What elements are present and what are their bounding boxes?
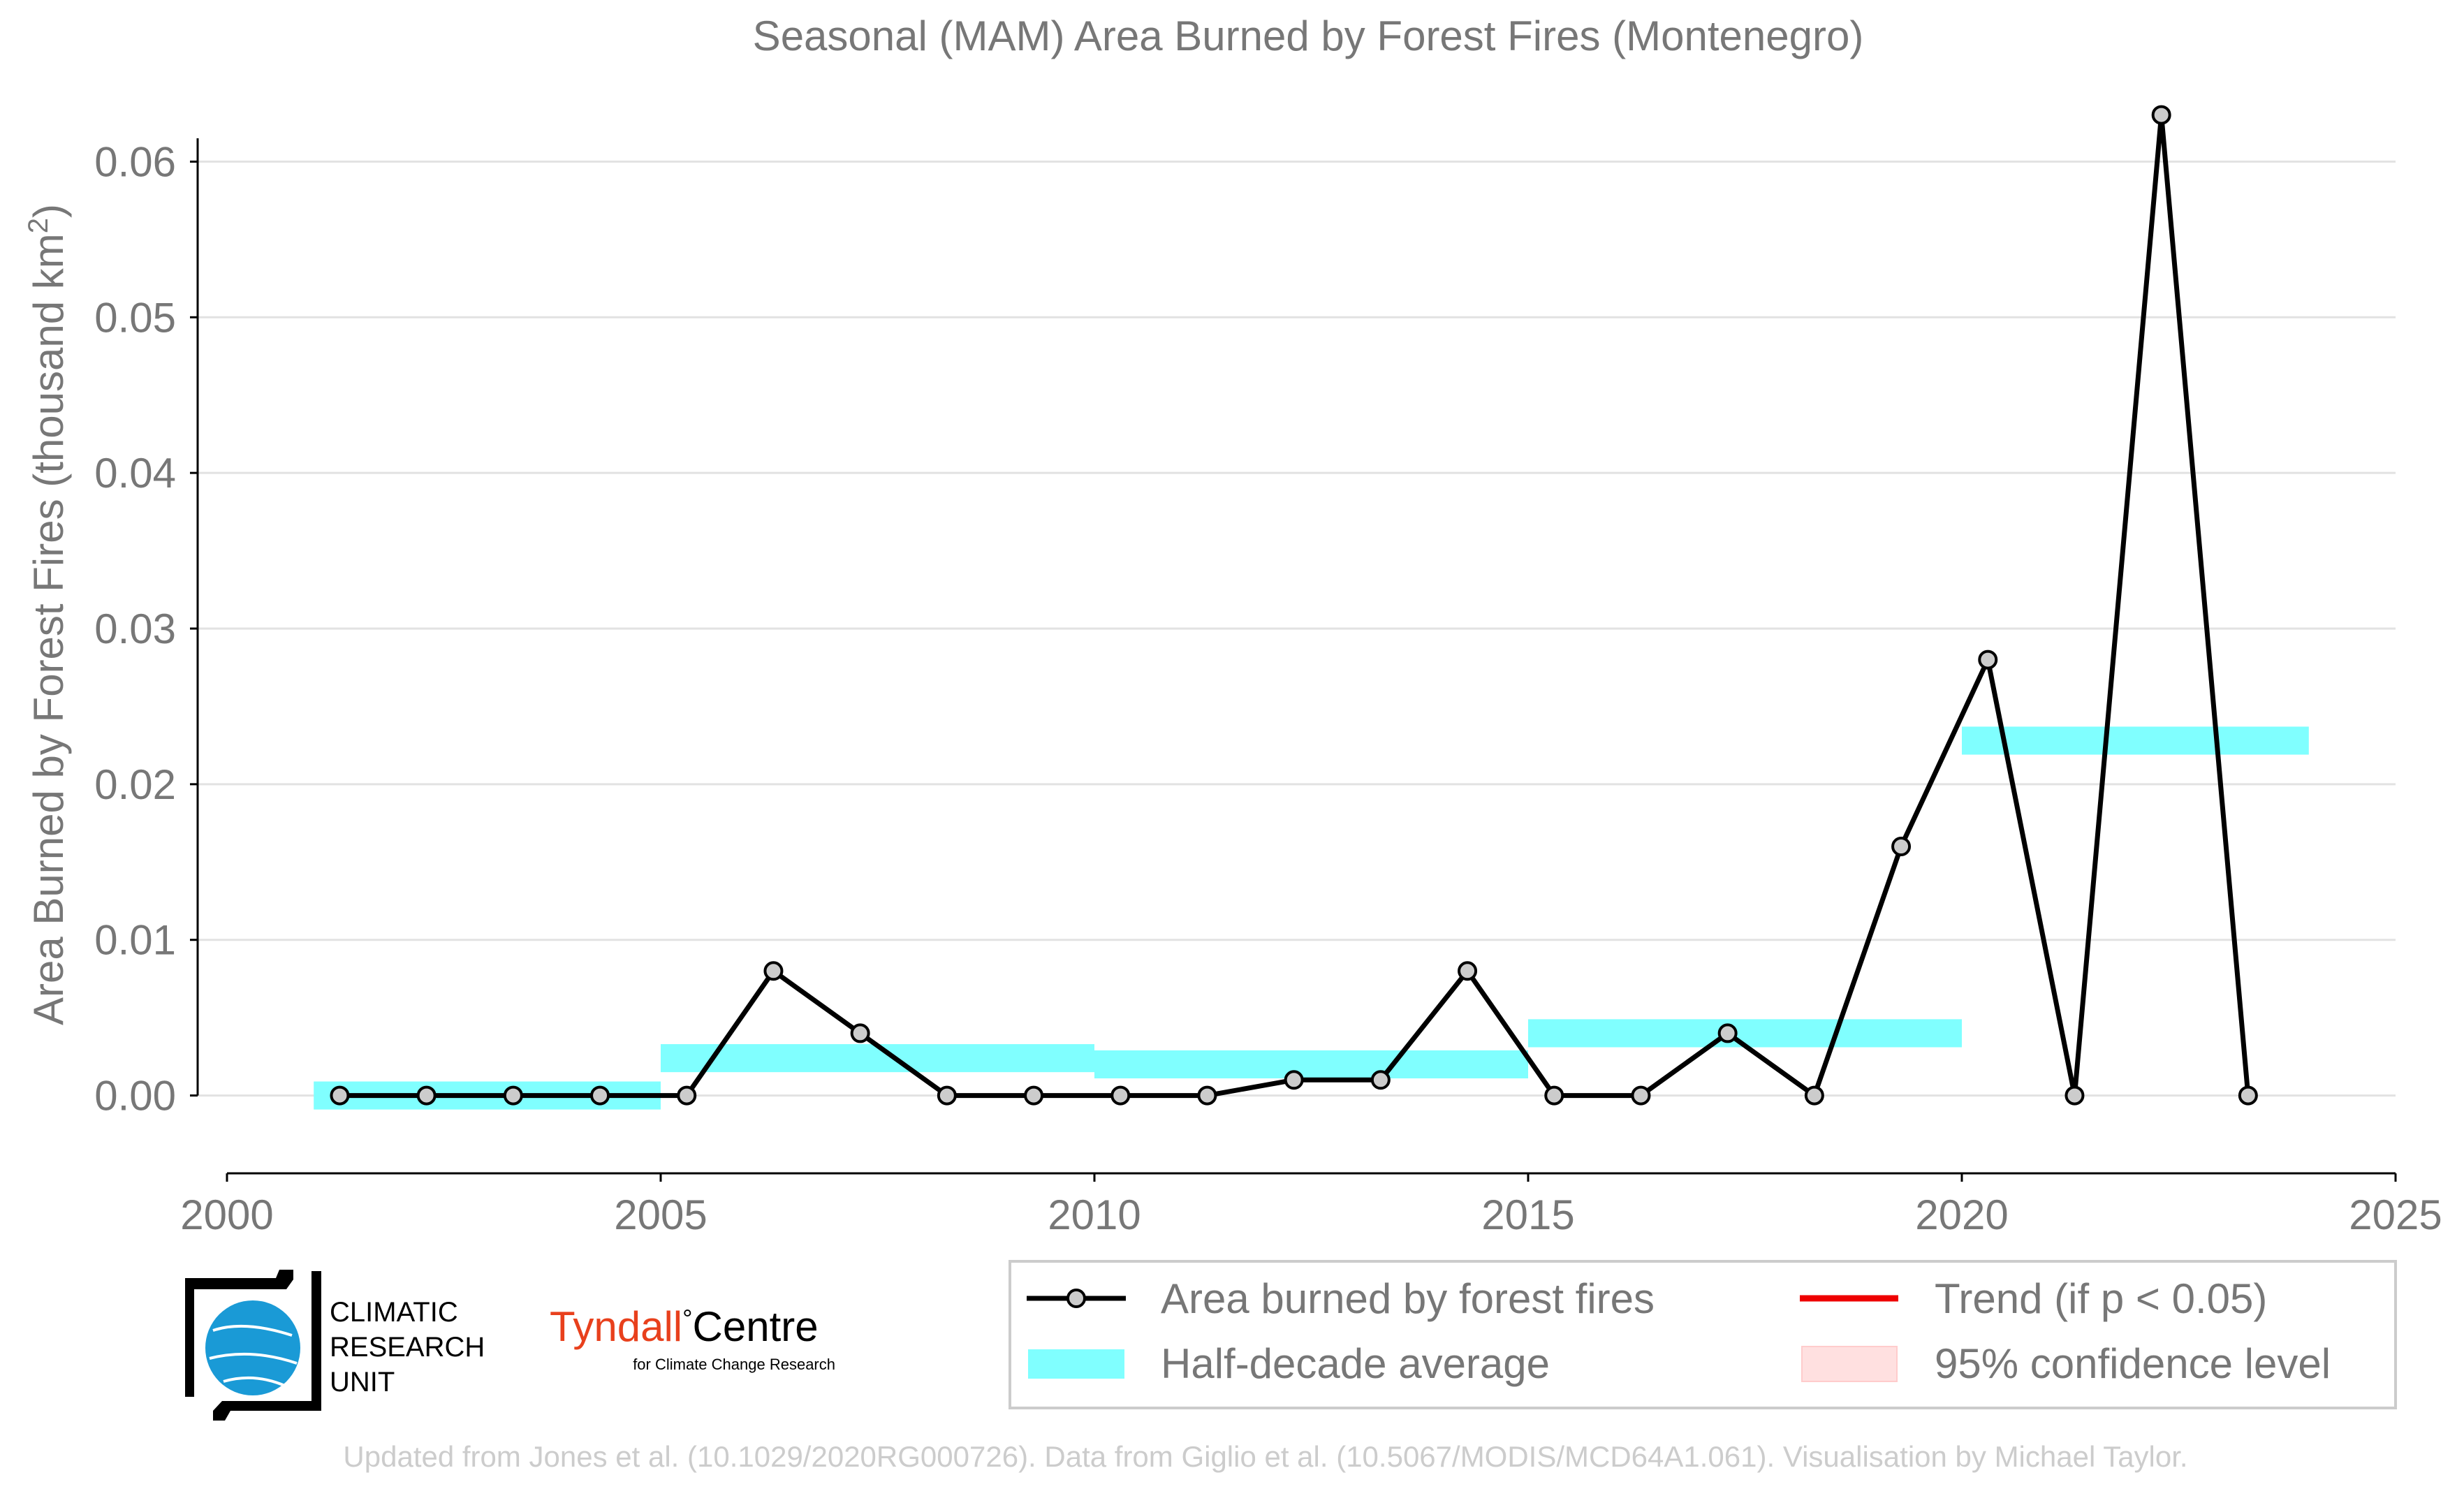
- footer-credits: Updated from Jones et al. (10.1029/2020R…: [343, 1440, 2187, 1473]
- y-tick-label: 0.05: [94, 294, 176, 341]
- cru-text-line2: RESEARCH: [330, 1332, 485, 1363]
- cru-text-line1: CLIMATIC: [330, 1297, 458, 1328]
- cru-logo: CLIMATIC RESEARCH UNIT: [185, 1270, 485, 1421]
- tyndall-logo: Tyndall°Centre for Climate Change Resear…: [550, 1303, 835, 1373]
- data-point: [590, 1085, 610, 1106]
- legend-label-half-decade: Half-decade average: [1161, 1340, 1550, 1387]
- cru-frame-top-left: [185, 1270, 293, 1397]
- data-point: [937, 1085, 957, 1106]
- tyndall-word: Tyndall: [550, 1303, 682, 1350]
- data-point: [2238, 1085, 2258, 1106]
- x-tick-label: 2015: [1481, 1191, 1574, 1238]
- tyndall-wordmark: Tyndall°Centre: [550, 1303, 819, 1350]
- y-tick-label: 0.06: [94, 138, 176, 185]
- data-point: [503, 1085, 523, 1106]
- y-axis-label-superscript: 2: [23, 218, 54, 233]
- data-point: [1804, 1085, 1824, 1106]
- globe-line-2: [209, 1352, 298, 1365]
- legend: Area burned by forest fires Trend (if p …: [1009, 1260, 2397, 1409]
- legend-label-trend: Trend (if p < 0.05): [1935, 1275, 2267, 1322]
- legend-marker-swatch: [1066, 1289, 1086, 1308]
- centre-word: Centre: [693, 1303, 819, 1350]
- globe-line-1: [212, 1324, 293, 1337]
- x-tick-label: 2025: [2349, 1191, 2442, 1238]
- legend-box: [1009, 1260, 2397, 1409]
- data-point: [2065, 1085, 2085, 1106]
- data-point: [1978, 650, 1998, 670]
- x-tick-label: 2000: [180, 1191, 273, 1238]
- x-tick-label: 2010: [1048, 1191, 1141, 1238]
- y-axis-label: Area Burned by Forest Fires (thousand km…: [23, 204, 72, 1025]
- axes: 0.00 0.01 0.02 0.03 0.04 0.05 0.06 2000 2005 2010…: [94, 138, 2442, 1238]
- data-point: [1024, 1085, 1044, 1106]
- x-tick-label: 2020: [1915, 1191, 2008, 1238]
- legend-label-area-burned: Area burned by forest fires: [1161, 1275, 1655, 1322]
- legend-confidence-swatch: [1801, 1346, 1898, 1382]
- data-point: [677, 1085, 697, 1106]
- cru-frame-bottom-right: [213, 1271, 321, 1421]
- data-point: [1110, 1085, 1131, 1106]
- data-point: [1717, 1023, 1738, 1043]
- data-point: [2151, 105, 2171, 125]
- y-tick-label: 0.03: [94, 606, 176, 652]
- data-point: [850, 1023, 870, 1043]
- y-tick-label: 0.00: [94, 1073, 176, 1120]
- data-point: [1458, 961, 1478, 981]
- globe-icon: [205, 1300, 300, 1395]
- half-decade-bands: [314, 726, 2309, 1110]
- data-point: [1197, 1085, 1217, 1106]
- tyndall-subtitle: for Climate Change Research: [633, 1356, 835, 1373]
- half-decade-band: [1094, 1050, 1528, 1079]
- cru-text-line3: UNIT: [330, 1367, 395, 1398]
- globe-line-3: [223, 1376, 287, 1388]
- y-axis-label-main: Area Burned by Forest Fires (thousand km: [25, 233, 72, 1025]
- y-tick-label: 0.02: [94, 761, 176, 808]
- data-point: [763, 961, 784, 981]
- chart-title: Seasonal (MAM) Area Burned by Forest Fir…: [753, 13, 1864, 59]
- data-point: [1891, 837, 1912, 856]
- half-decade-band: [661, 1044, 1094, 1073]
- y-tick-label: 0.01: [94, 917, 176, 964]
- data-point: [1544, 1085, 1564, 1106]
- data-point: [1631, 1085, 1651, 1106]
- y-tick-label: 0.04: [94, 450, 176, 497]
- data-point: [416, 1085, 437, 1106]
- series: [330, 105, 2258, 1106]
- data-point: [1370, 1070, 1391, 1090]
- data-point: [330, 1085, 350, 1106]
- legend-band-swatch: [1028, 1349, 1124, 1379]
- half-decade-band: [1962, 726, 2309, 755]
- tyndall-degree: °: [682, 1304, 692, 1333]
- x-tick-label: 2005: [614, 1191, 707, 1238]
- half-decade-band: [1528, 1019, 1962, 1048]
- gridlines: [198, 160, 2396, 1097]
- y-axis-label-close: ): [25, 204, 72, 218]
- series-line: [339, 112, 2251, 1099]
- data-point: [1284, 1070, 1304, 1090]
- legend-label-confidence: 95% confidence level: [1935, 1340, 2331, 1387]
